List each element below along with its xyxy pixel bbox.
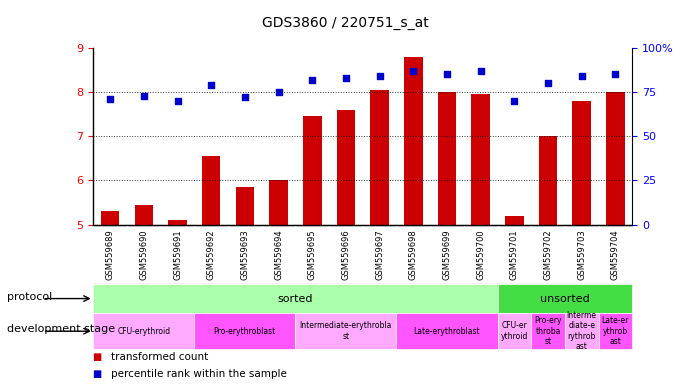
Bar bbox=[531, 313, 565, 349]
Bar bbox=[404, 57, 423, 225]
Text: CFU-er
ythroid: CFU-er ythroid bbox=[501, 321, 528, 341]
Text: unsorted: unsorted bbox=[540, 293, 589, 304]
Point bbox=[341, 75, 352, 81]
Point bbox=[509, 98, 520, 104]
Text: GSM559696: GSM559696 bbox=[341, 229, 350, 280]
Text: percentile rank within the sample: percentile rank within the sample bbox=[111, 369, 287, 379]
Text: GSM559691: GSM559691 bbox=[173, 229, 182, 280]
Text: GSM559701: GSM559701 bbox=[510, 229, 519, 280]
Point bbox=[206, 82, 217, 88]
Bar bbox=[101, 212, 120, 225]
Point bbox=[475, 68, 486, 74]
Text: Interme
diate-e
rythrob
ast: Interme diate-e rythrob ast bbox=[567, 311, 597, 351]
Bar bbox=[93, 284, 498, 313]
Text: GDS3860 / 220751_s_at: GDS3860 / 220751_s_at bbox=[262, 16, 429, 30]
Text: CFU-erythroid: CFU-erythroid bbox=[117, 327, 171, 336]
Bar bbox=[303, 116, 321, 225]
Text: sorted: sorted bbox=[278, 293, 313, 304]
Text: transformed count: transformed count bbox=[111, 352, 208, 362]
Text: Late-erythroblast: Late-erythroblast bbox=[414, 327, 480, 336]
Text: Intermediate-erythrobla
st: Intermediate-erythrobla st bbox=[300, 321, 392, 341]
Bar bbox=[296, 313, 397, 349]
Text: GSM559700: GSM559700 bbox=[476, 229, 485, 280]
Text: GSM559699: GSM559699 bbox=[442, 229, 451, 280]
Text: GSM559693: GSM559693 bbox=[240, 229, 249, 280]
Text: Late-er
ythrob
ast: Late-er ythrob ast bbox=[602, 316, 629, 346]
Text: Pro-erythroblast: Pro-erythroblast bbox=[214, 327, 276, 336]
Bar bbox=[539, 136, 558, 225]
Text: ■: ■ bbox=[93, 352, 106, 362]
Bar bbox=[565, 313, 598, 349]
Point bbox=[307, 77, 318, 83]
Point bbox=[374, 73, 385, 79]
Text: GSM559692: GSM559692 bbox=[207, 229, 216, 280]
Text: GSM559694: GSM559694 bbox=[274, 229, 283, 280]
Text: GSM559689: GSM559689 bbox=[106, 229, 115, 280]
Bar bbox=[269, 180, 288, 225]
Bar bbox=[471, 94, 490, 225]
Bar bbox=[194, 313, 296, 349]
Text: ■: ■ bbox=[93, 369, 106, 379]
Bar bbox=[498, 284, 632, 313]
Text: GSM559702: GSM559702 bbox=[544, 229, 553, 280]
Bar bbox=[93, 313, 194, 349]
Bar bbox=[202, 156, 220, 225]
Point bbox=[172, 98, 183, 104]
Text: development stage: development stage bbox=[7, 324, 115, 334]
Bar bbox=[370, 90, 389, 225]
Text: GSM559690: GSM559690 bbox=[140, 229, 149, 280]
Point bbox=[542, 80, 553, 86]
Bar bbox=[168, 220, 187, 225]
Bar bbox=[498, 313, 531, 349]
Text: protocol: protocol bbox=[7, 291, 52, 302]
Bar bbox=[572, 101, 591, 225]
Point bbox=[138, 93, 149, 99]
Bar bbox=[236, 187, 254, 225]
Bar bbox=[505, 216, 524, 225]
Text: GSM559695: GSM559695 bbox=[307, 229, 316, 280]
Bar bbox=[437, 92, 456, 225]
Point bbox=[273, 89, 284, 95]
Point bbox=[239, 94, 250, 101]
Text: GSM559697: GSM559697 bbox=[375, 229, 384, 280]
Bar bbox=[135, 205, 153, 225]
Bar bbox=[397, 313, 498, 349]
Text: GSM559698: GSM559698 bbox=[409, 229, 418, 280]
Text: GSM559704: GSM559704 bbox=[611, 229, 620, 280]
Point bbox=[442, 71, 453, 78]
Point bbox=[104, 96, 115, 102]
Point bbox=[408, 68, 419, 74]
Point bbox=[576, 73, 587, 79]
Bar bbox=[598, 313, 632, 349]
Text: GSM559703: GSM559703 bbox=[577, 229, 586, 280]
Bar bbox=[337, 110, 355, 225]
Bar bbox=[606, 92, 625, 225]
Point bbox=[610, 71, 621, 78]
Text: Pro-ery
throba
st: Pro-ery throba st bbox=[534, 316, 562, 346]
